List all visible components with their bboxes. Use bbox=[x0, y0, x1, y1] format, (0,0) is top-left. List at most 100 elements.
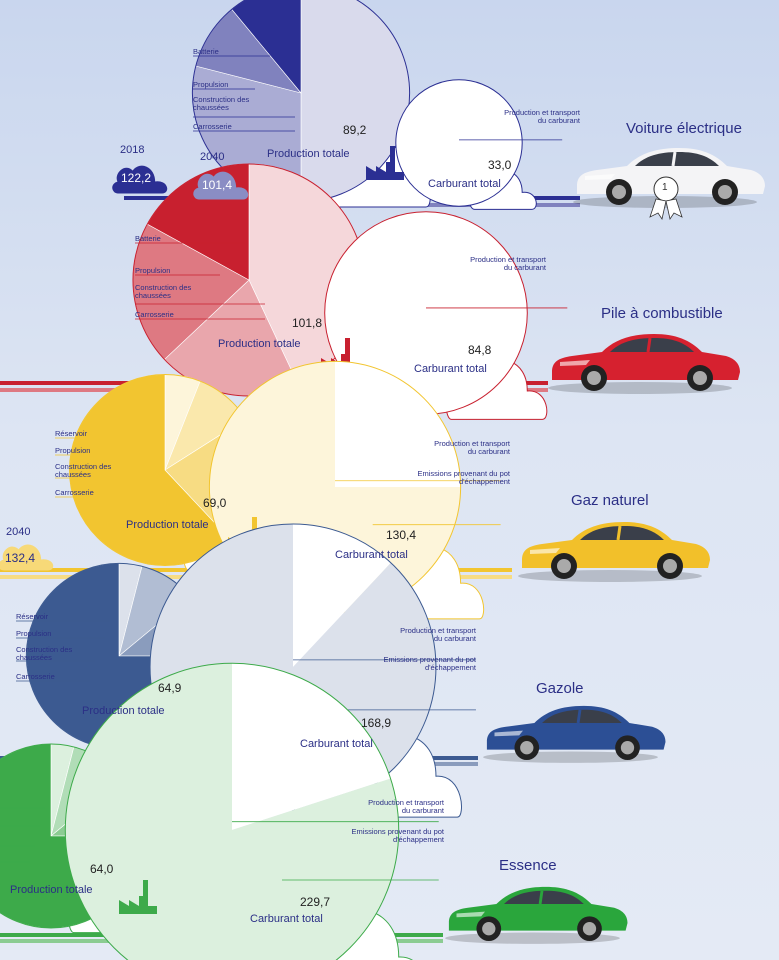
segment-label: Batterie bbox=[193, 47, 219, 56]
fuel-value: 33,0 bbox=[488, 158, 512, 172]
car-light bbox=[530, 548, 560, 554]
previous-value: 101,4 bbox=[202, 178, 233, 192]
car-pillar bbox=[646, 337, 652, 353]
fuel-segment-label: Production et transport du carburant bbox=[504, 108, 580, 126]
vehicle-title-electric: Voiture électrique bbox=[626, 120, 742, 137]
segment-label: Construction des chaussées bbox=[55, 462, 112, 480]
production-total-label: Production totale bbox=[267, 148, 350, 160]
segment-label: Propulsion bbox=[16, 629, 52, 638]
segment-label: Construction des chaussées bbox=[135, 283, 192, 301]
segment-label: Construction des chaussées bbox=[193, 95, 250, 113]
segment-label: Propulsion bbox=[135, 266, 171, 275]
vehicle-title-cng: Gaz naturel bbox=[571, 492, 649, 509]
segment-label: Propulsion bbox=[193, 80, 229, 89]
car-rim bbox=[482, 922, 496, 936]
production-value: 69,0 bbox=[203, 496, 227, 510]
fuel-total-label: Carburant total bbox=[300, 738, 373, 750]
car-icon bbox=[445, 886, 628, 944]
segment-label: Carrosserie bbox=[135, 310, 174, 319]
car-rim bbox=[693, 371, 707, 385]
fuel-value: 229,7 bbox=[300, 895, 331, 909]
car-rim bbox=[587, 371, 601, 385]
car-rim bbox=[520, 741, 534, 755]
badge-number: 1 bbox=[662, 182, 668, 193]
segment-label: Réservoir bbox=[16, 612, 49, 621]
production-total-label: Production totale bbox=[126, 519, 209, 531]
factory-icon bbox=[366, 146, 404, 180]
segment-label: Carrosserie bbox=[16, 672, 55, 681]
fuel-segment-label: Emissions provenant du pot d'échappement bbox=[351, 827, 444, 845]
emission-cloud bbox=[193, 171, 249, 200]
production-total-label: Production totale bbox=[10, 884, 93, 896]
year-label: 2018 bbox=[120, 144, 145, 156]
car-pillar bbox=[616, 525, 622, 541]
pie-outline bbox=[395, 79, 523, 207]
car-icon bbox=[548, 334, 740, 394]
car-window bbox=[635, 152, 719, 166]
emission-cloud bbox=[112, 165, 168, 194]
fuel-total-label: Carburant total bbox=[250, 913, 323, 925]
car-rim bbox=[557, 559, 571, 573]
car-rim bbox=[582, 922, 597, 936]
fuel-segment-label: Production et transport du carburant bbox=[470, 255, 546, 273]
car-icon bbox=[483, 705, 666, 763]
car-pillar bbox=[671, 151, 677, 167]
fuel-segment-label: Production et transport du carburant bbox=[400, 626, 476, 644]
car-light bbox=[456, 911, 485, 918]
previous-value: 122,2 bbox=[121, 171, 152, 185]
fuel-total-label: Carburant total bbox=[414, 363, 487, 375]
fuel-value: 84,8 bbox=[468, 343, 492, 357]
car-light bbox=[560, 360, 590, 366]
fuel-segment-label: Emissions provenant du pot d'échappement bbox=[383, 655, 476, 673]
segment-label: Carrosserie bbox=[55, 488, 94, 497]
previous-value: 132,4 bbox=[5, 551, 36, 565]
car-rim bbox=[620, 741, 635, 755]
segment-label: Carrosserie bbox=[193, 122, 232, 131]
fuel-total-label: Carburant total bbox=[335, 549, 408, 561]
car-window bbox=[504, 890, 584, 904]
car-pillar bbox=[538, 890, 544, 905]
car-pillar bbox=[576, 709, 582, 724]
car-light bbox=[585, 174, 615, 180]
car-window bbox=[610, 338, 694, 352]
car-rim bbox=[718, 185, 732, 199]
fuel-value: 130,4 bbox=[386, 528, 417, 542]
pie-slice bbox=[293, 524, 391, 667]
pie-slice bbox=[232, 663, 391, 830]
segment-label: Batterie bbox=[135, 234, 161, 243]
production-total-label: Production totale bbox=[218, 338, 301, 350]
fuel-segment-label: Emissions provenant du pot d'échappement bbox=[417, 469, 510, 487]
segment-label: Réservoir bbox=[55, 429, 88, 438]
vehicle-title-petrol: Essence bbox=[499, 857, 557, 874]
production-value: 101,8 bbox=[292, 316, 323, 330]
segment-label: Construction des chaussées bbox=[16, 645, 73, 663]
pie-slice bbox=[395, 79, 523, 207]
fuel-total-label: Carburant total bbox=[428, 178, 501, 190]
fuel-value: 168,9 bbox=[361, 716, 392, 730]
production-value: 89,2 bbox=[343, 123, 367, 137]
production-total-label: Production totale bbox=[82, 705, 165, 717]
car-light bbox=[494, 730, 523, 737]
emission-cloud bbox=[0, 544, 54, 571]
car-rim bbox=[612, 185, 626, 199]
pie-slice bbox=[65, 663, 399, 960]
production-value: 64,0 bbox=[90, 862, 114, 876]
pie-outline bbox=[64, 662, 400, 960]
year-label: 2040 bbox=[200, 151, 225, 163]
segment-label: Propulsion bbox=[55, 446, 91, 455]
car-icon bbox=[518, 522, 710, 582]
fuel-segment-label: Production et transport du carburant bbox=[368, 798, 444, 816]
production-value: 64,9 bbox=[158, 681, 182, 695]
fuel-segment-label: Production et transport du carburant bbox=[434, 439, 510, 457]
factory-icon bbox=[119, 880, 157, 914]
award-ribbon-icon bbox=[649, 198, 683, 221]
car-window bbox=[542, 709, 622, 723]
car-rim bbox=[663, 559, 677, 573]
pie-slice bbox=[335, 361, 461, 487]
pie-slice bbox=[324, 211, 528, 415]
vehicle-title-fuelcell: Pile à combustible bbox=[601, 305, 723, 322]
vehicle-title-diesel: Gazole bbox=[536, 680, 584, 697]
car-window bbox=[580, 526, 664, 540]
year-label: 2040 bbox=[6, 526, 31, 538]
